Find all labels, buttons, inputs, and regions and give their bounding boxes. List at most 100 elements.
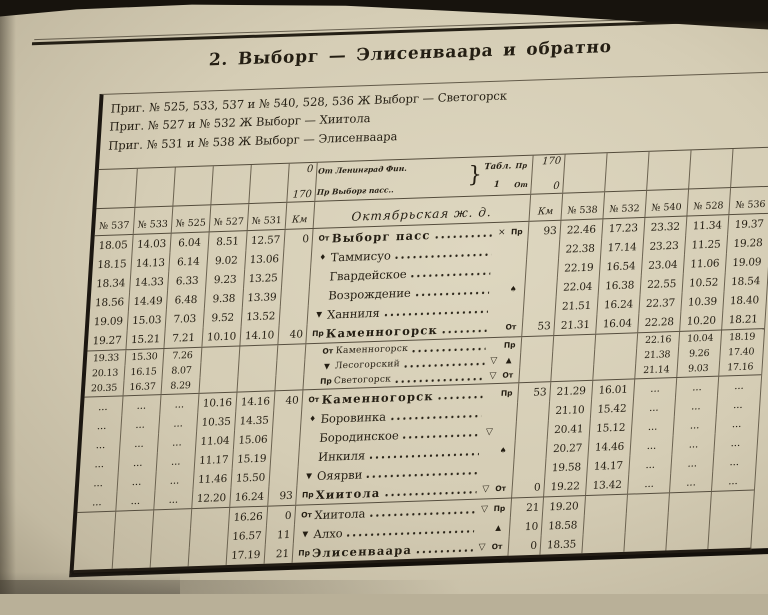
header-empty-cell [248, 164, 288, 203]
left-marker: ▼ [300, 466, 317, 485]
time-cell [76, 512, 115, 532]
km-cell [520, 336, 553, 352]
km-value: 0 [534, 181, 560, 193]
right-marker [497, 412, 515, 413]
dotted-leader [389, 411, 482, 423]
left-marker: От [319, 344, 336, 359]
time-cell: ... [670, 453, 713, 473]
km-cell [276, 344, 305, 360]
km-cell: 0 [511, 477, 544, 497]
time-cell: 9.02 [206, 250, 245, 270]
right-marker: От [498, 368, 517, 383]
right-marker [493, 469, 511, 470]
time-cell: 14.17 [586, 456, 629, 476]
train-col-header: № 525 [171, 205, 211, 232]
time-cell: 19.27 [87, 330, 126, 350]
time-cell: 11.25 [684, 234, 727, 254]
time-cell: 7.26 [162, 348, 201, 364]
time-cell: 22.19 [557, 257, 600, 277]
time-cell: 18.58 [541, 515, 584, 535]
km-cell [518, 366, 551, 382]
time-cell: 15.03 [127, 310, 166, 330]
time-cell: ... [712, 451, 755, 471]
time-cell: 18.56 [90, 292, 129, 312]
right-marker: От [501, 318, 520, 337]
time-cell: ... [627, 473, 670, 493]
station-name: Каменногорск [325, 320, 438, 342]
left-marker: От [305, 390, 322, 409]
time-cell: 17.16 [718, 359, 761, 375]
km-cell: 0 [507, 536, 540, 556]
time-cell: ... [155, 470, 194, 490]
dotted-leader [441, 326, 487, 337]
left-marker: Пр [299, 486, 316, 505]
right-marker: ▲ [499, 353, 518, 368]
time-cell [593, 348, 636, 364]
time-cell: 15.19 [232, 448, 271, 468]
station-name: Хиитола [315, 483, 381, 503]
time-cell: 22.04 [556, 277, 599, 297]
km-col-header: Км [529, 194, 563, 221]
reference-box: От Ленинград Фин. Пр Выборг пасс.. } Таб… [314, 156, 532, 201]
time-cell: 22.55 [640, 274, 683, 294]
time-cell: 20.13 [86, 365, 125, 381]
right-marker: Пр [500, 338, 519, 353]
time-cell: ... [631, 416, 674, 436]
dotted-leader [415, 546, 473, 557]
km-cell [272, 409, 301, 429]
time-cell [623, 531, 666, 551]
time-cell [625, 512, 668, 532]
train-col-header: № 531 [247, 203, 287, 230]
time-cell [707, 529, 750, 549]
time-cell: 19.37 [727, 214, 768, 234]
time-cell [199, 362, 238, 378]
time-cell: 16.54 [599, 256, 642, 276]
photo-left-shadow [0, 0, 16, 594]
time-cell: 22.37 [638, 293, 681, 313]
right-marker [503, 308, 521, 309]
time-cell: ... [115, 490, 154, 510]
train-col-header: № 538 [560, 192, 604, 219]
km-cell [268, 467, 297, 487]
time-cell: 20.41 [547, 419, 590, 439]
time-cell: 9.38 [204, 288, 243, 308]
time-cell: 17.19 [226, 545, 265, 565]
header-empty-cell [730, 148, 768, 187]
time-cell [583, 514, 626, 534]
km-cell [512, 458, 545, 478]
time-cell: 10.52 [682, 272, 725, 292]
time-cell: 18.15 [92, 254, 131, 274]
train-list: Приг. № 525, 533, 537 и № 540, 528, 536 … [100, 72, 768, 155]
km-cell: 53 [521, 316, 554, 336]
train-col-header: № 532 [602, 191, 646, 218]
time-cell [151, 528, 190, 548]
time-cell: 14.33 [129, 272, 168, 292]
reference-line: От Ленинград Фин. [318, 162, 468, 176]
km-cell: 0 [283, 229, 312, 249]
time-cell: 21.14 [634, 362, 677, 378]
left-marker: От [315, 229, 332, 248]
header-empty-cell [134, 168, 174, 207]
header-empty-cell [604, 152, 648, 191]
dotted-leader [436, 392, 482, 403]
time-cell [584, 495, 627, 515]
time-cell [75, 531, 114, 551]
station-name: Хиитола [314, 504, 366, 524]
brace: } [467, 158, 483, 195]
km-value: 0 [292, 164, 314, 176]
time-cell [199, 377, 238, 393]
km-cell [522, 297, 555, 317]
time-cell: 19.33 [86, 350, 125, 366]
time-cell: 18.05 [93, 235, 132, 255]
time-cell: 14.13 [130, 253, 169, 273]
time-cell: 23.32 [643, 217, 686, 237]
dotted-leader [383, 488, 477, 500]
time-cell [114, 510, 153, 530]
km-cell [526, 240, 559, 260]
km-cell [271, 429, 300, 449]
time-cell: 19.22 [543, 476, 586, 496]
dotted-leader [433, 231, 493, 242]
time-cell: 18.34 [91, 273, 130, 293]
right-marker [507, 250, 525, 251]
